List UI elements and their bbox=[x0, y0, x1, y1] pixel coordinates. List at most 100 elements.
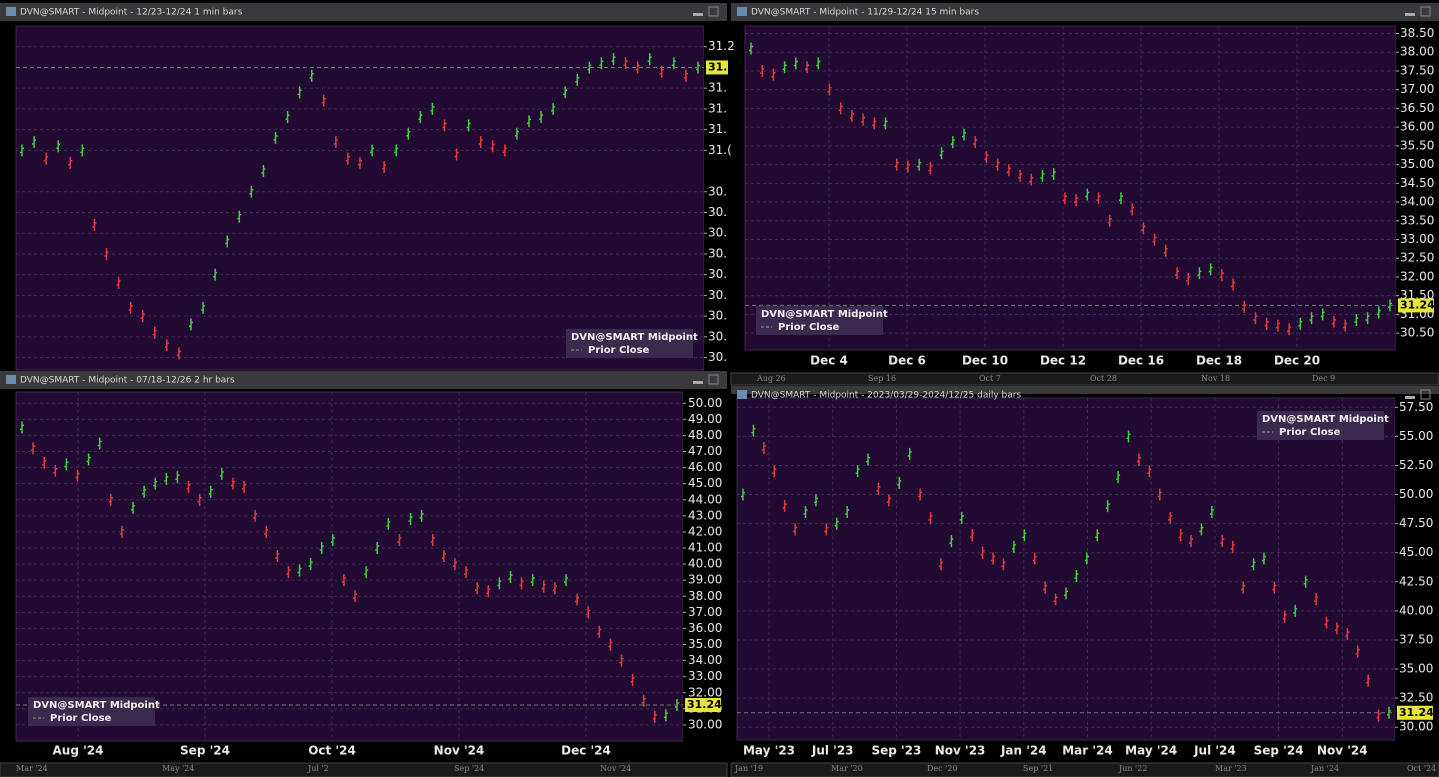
y-tick-label: 31.( bbox=[708, 143, 732, 157]
x-tick-label: Sep '23 bbox=[871, 744, 921, 758]
price-bar bbox=[297, 86, 302, 99]
y-tick-label: 52.50 bbox=[1399, 458, 1433, 472]
y-tick-label: 34.00 bbox=[688, 653, 722, 667]
minimize-button[interactable] bbox=[1405, 396, 1415, 399]
x-tick-label: Sep '24 bbox=[1254, 744, 1304, 758]
scrollbar[interactable] bbox=[730, 372, 1439, 386]
price-label: 31.2 bbox=[708, 60, 735, 73]
price-bar bbox=[970, 529, 975, 542]
price-bar bbox=[128, 301, 133, 314]
window-icon bbox=[6, 7, 16, 16]
price-bar bbox=[1320, 308, 1325, 321]
price-bar bbox=[1074, 569, 1079, 582]
x-tick-label: Dec 6 bbox=[888, 354, 926, 368]
price-bar bbox=[563, 574, 568, 587]
price-bar bbox=[441, 550, 446, 563]
price-bar bbox=[519, 577, 524, 590]
price-bar bbox=[430, 102, 435, 115]
scrollbar[interactable] bbox=[730, 762, 1439, 777]
x-tick-label: Dec 12 bbox=[1040, 354, 1086, 368]
price-bar bbox=[164, 472, 169, 485]
price-bar bbox=[1163, 244, 1168, 257]
price-bar bbox=[1130, 203, 1135, 216]
price-bar bbox=[849, 109, 854, 122]
window-icon bbox=[737, 7, 747, 16]
price-bar bbox=[991, 552, 996, 565]
price-bar bbox=[1264, 317, 1269, 330]
maximize-button[interactable] bbox=[1420, 6, 1431, 17]
scrollbar[interactable] bbox=[0, 762, 728, 777]
y-tick-label: 30. bbox=[708, 288, 727, 302]
maximize-button[interactable] bbox=[708, 374, 719, 385]
price-bar bbox=[20, 421, 24, 434]
legend-series[interactable]: DVN@SMART Midpoint bbox=[1262, 414, 1389, 425]
maximize-button[interactable] bbox=[1420, 389, 1431, 400]
y-tick-label: 45.00 bbox=[688, 476, 722, 490]
x-tick-label: Nov '24 bbox=[1317, 744, 1368, 758]
y-tick-label: 37.50 bbox=[1400, 63, 1434, 77]
legend-series[interactable]: DVN@SMART Midpoint bbox=[571, 332, 698, 343]
price-bar bbox=[249, 185, 254, 198]
y-tick-label: 30. bbox=[708, 329, 727, 343]
price-bar bbox=[375, 542, 380, 555]
price-bar bbox=[824, 523, 829, 536]
price-bar bbox=[749, 42, 753, 55]
price-bar bbox=[1011, 540, 1016, 553]
legend-series[interactable]: DVN@SMART Midpoint bbox=[33, 700, 160, 711]
price-bar bbox=[980, 546, 985, 559]
price-bar bbox=[928, 511, 933, 524]
price-bar bbox=[663, 709, 668, 722]
price-bar bbox=[1376, 306, 1381, 319]
price-bar bbox=[552, 582, 557, 595]
x-tick-label: Aug '24 bbox=[53, 744, 104, 758]
price-tag bbox=[706, 60, 728, 75]
y-tick-label: 37.00 bbox=[1400, 82, 1434, 96]
price-bar bbox=[442, 119, 447, 132]
maximize-button[interactable] bbox=[708, 6, 719, 17]
minimize-button[interactable] bbox=[693, 13, 703, 16]
price-bar bbox=[119, 525, 124, 538]
price-bar bbox=[108, 493, 113, 506]
legend-prior-close[interactable]: Prior Close bbox=[778, 322, 840, 333]
x-tick-label: Oct '24 bbox=[308, 744, 356, 758]
price-bar bbox=[1175, 267, 1179, 280]
price-bar bbox=[539, 111, 544, 124]
legend-prior-close[interactable]: Prior Close bbox=[1279, 427, 1341, 438]
price-bar bbox=[208, 485, 213, 498]
price-bar bbox=[1253, 312, 1258, 325]
y-tick-label: 30.00 bbox=[688, 717, 722, 731]
price-bar bbox=[827, 83, 832, 96]
price-bar bbox=[928, 162, 933, 175]
price-axis bbox=[704, 26, 726, 370]
price-bar bbox=[563, 86, 568, 99]
scroll-label: Jun '22 bbox=[1118, 764, 1147, 773]
y-tick-label: 30. bbox=[708, 246, 727, 260]
scroll-label: Oct 28 bbox=[1090, 374, 1117, 383]
price-bar bbox=[782, 61, 787, 74]
price-bar bbox=[176, 347, 181, 360]
price-bar bbox=[264, 525, 269, 538]
price-bar bbox=[32, 136, 37, 149]
price-bar bbox=[452, 558, 457, 571]
scroll-label: Jan '24 bbox=[1310, 764, 1339, 773]
price-bar bbox=[845, 506, 850, 518]
price-bar bbox=[1118, 192, 1123, 205]
minimize-button[interactable] bbox=[1405, 13, 1415, 16]
price-bar bbox=[386, 517, 391, 530]
price-bar bbox=[508, 570, 513, 583]
legend-box bbox=[756, 306, 883, 335]
legend-prior-close[interactable]: Prior Close bbox=[50, 713, 112, 724]
price-bar bbox=[1152, 233, 1157, 246]
y-tick-label: 33.00 bbox=[688, 669, 722, 683]
price-bar bbox=[1022, 529, 1027, 542]
price-bar bbox=[478, 136, 483, 149]
price-bar bbox=[286, 566, 291, 579]
price-bar bbox=[152, 326, 157, 339]
price-bar bbox=[44, 152, 49, 165]
price-bar bbox=[1309, 312, 1314, 325]
minimize-button[interactable] bbox=[693, 381, 703, 384]
legend-series[interactable]: DVN@SMART Midpoint bbox=[761, 309, 888, 320]
price-bar bbox=[1331, 315, 1336, 328]
legend-prior-close[interactable]: Prior Close bbox=[588, 345, 650, 356]
price-bar bbox=[131, 501, 136, 514]
